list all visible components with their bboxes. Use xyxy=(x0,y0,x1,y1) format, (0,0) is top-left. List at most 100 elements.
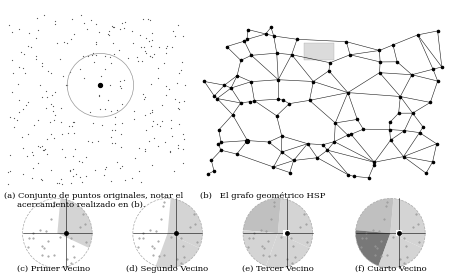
Text: (f) Cuarto Vecino: (f) Cuarto Vecino xyxy=(355,265,427,273)
Point xyxy=(112,115,119,119)
Point xyxy=(129,176,136,180)
Point xyxy=(434,79,441,83)
Point xyxy=(55,181,62,185)
Point xyxy=(434,29,441,33)
Point xyxy=(151,52,158,57)
Point xyxy=(140,44,148,49)
Point xyxy=(244,138,251,143)
Point xyxy=(208,158,215,163)
Point xyxy=(20,52,27,56)
Point xyxy=(134,59,141,63)
Point xyxy=(423,171,430,175)
Point xyxy=(172,34,179,38)
Point xyxy=(32,54,39,59)
Point xyxy=(346,52,354,57)
Point xyxy=(377,60,384,64)
Point xyxy=(137,180,144,184)
Point xyxy=(148,108,156,112)
Point xyxy=(414,33,421,37)
Point xyxy=(36,145,43,150)
Point xyxy=(180,99,187,103)
Point xyxy=(237,101,244,105)
Point xyxy=(9,90,16,94)
Point xyxy=(70,131,77,136)
Text: (e) Tercer Vecino: (e) Tercer Vecino xyxy=(242,265,314,273)
Point xyxy=(57,106,64,110)
Point xyxy=(43,137,50,141)
Point xyxy=(38,95,45,99)
Point xyxy=(19,135,26,139)
Point xyxy=(345,173,352,177)
Point xyxy=(265,140,272,144)
Point xyxy=(14,82,21,87)
Point xyxy=(343,39,350,44)
Point xyxy=(20,145,27,150)
Point xyxy=(63,41,71,46)
Point xyxy=(121,77,128,82)
Point xyxy=(227,86,234,90)
Point xyxy=(56,57,63,61)
Point xyxy=(278,134,285,138)
Point xyxy=(109,23,116,28)
Point xyxy=(148,163,156,167)
Point xyxy=(34,28,41,32)
Point xyxy=(171,96,178,101)
Point xyxy=(133,55,140,59)
Point xyxy=(162,51,169,55)
Point xyxy=(274,78,282,82)
Point xyxy=(42,106,49,110)
Point xyxy=(69,120,76,124)
Point xyxy=(38,144,45,148)
Point xyxy=(168,134,175,138)
Point xyxy=(111,52,118,56)
Point xyxy=(386,127,393,132)
Point xyxy=(290,158,297,163)
Point xyxy=(10,71,17,76)
Point xyxy=(111,140,118,145)
Point xyxy=(159,102,166,107)
Point xyxy=(234,73,241,78)
Point xyxy=(67,168,74,172)
Point xyxy=(102,166,109,171)
Point xyxy=(163,46,170,50)
Point xyxy=(137,45,144,49)
Point xyxy=(409,111,416,115)
Point xyxy=(179,34,186,39)
Point xyxy=(427,100,434,105)
Point xyxy=(148,55,156,59)
Point xyxy=(50,108,57,113)
Point xyxy=(324,148,331,152)
Point xyxy=(129,28,136,33)
Point xyxy=(304,142,311,146)
Point xyxy=(39,148,46,152)
Text: (c) Primer Vecino: (c) Primer Vecino xyxy=(18,265,90,273)
Point xyxy=(39,63,46,68)
Point xyxy=(122,178,129,183)
Point xyxy=(38,60,45,65)
Point xyxy=(129,41,136,45)
Point xyxy=(181,83,189,87)
Point xyxy=(33,57,40,61)
Point xyxy=(80,54,87,59)
Point xyxy=(34,161,41,165)
Point xyxy=(344,133,351,137)
Point xyxy=(400,154,407,159)
Point xyxy=(77,175,84,179)
Point xyxy=(169,45,176,50)
Wedge shape xyxy=(167,198,202,248)
Point xyxy=(365,176,372,180)
Point xyxy=(241,39,248,43)
Point xyxy=(80,76,87,80)
Text: (d) Segundo Vecino: (d) Segundo Vecino xyxy=(126,265,208,273)
Point xyxy=(101,173,108,178)
Point xyxy=(28,176,36,180)
Point xyxy=(122,20,129,24)
Point xyxy=(288,52,295,57)
Point xyxy=(179,161,186,165)
Point xyxy=(42,88,50,93)
Point xyxy=(310,79,317,84)
Point xyxy=(119,21,126,25)
Point xyxy=(215,128,222,132)
Point xyxy=(51,22,59,27)
Point xyxy=(72,147,79,151)
